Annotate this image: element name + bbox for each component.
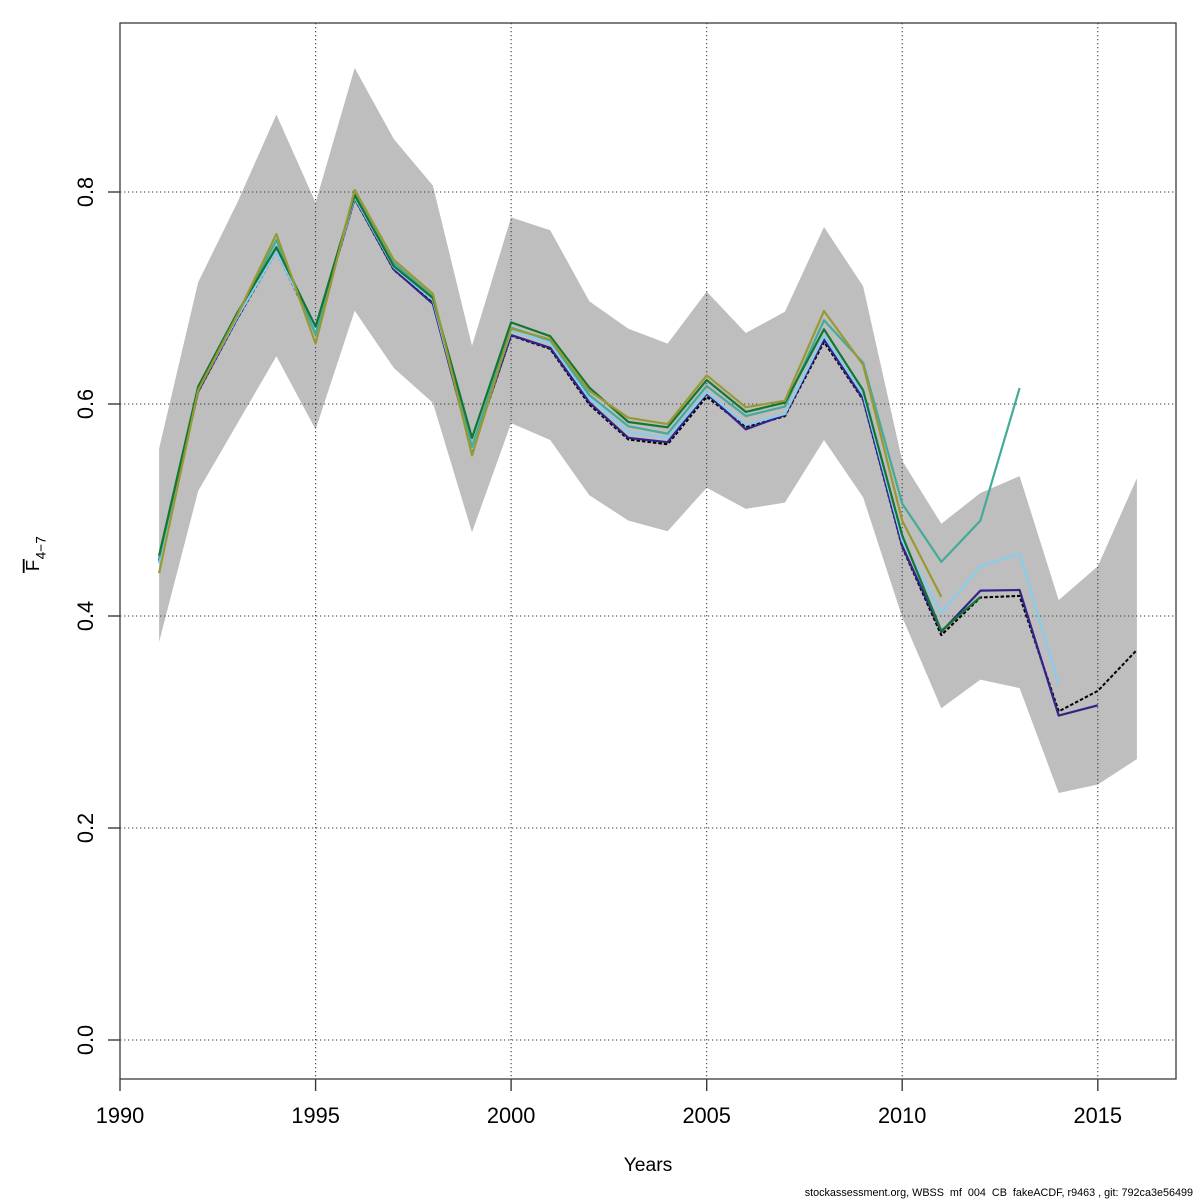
svg-text:2010: 2010 [878, 1103, 927, 1128]
svg-text:2000: 2000 [487, 1103, 536, 1128]
svg-text:0.8: 0.8 [73, 177, 98, 207]
svg-text:F: F [22, 560, 43, 571]
svg-text:2015: 2015 [1074, 1103, 1123, 1128]
svg-text:0.6: 0.6 [73, 389, 98, 419]
svg-text:0.4: 0.4 [73, 601, 98, 631]
svg-text:0.2: 0.2 [73, 813, 98, 843]
svg-text:2005: 2005 [682, 1103, 731, 1128]
svg-text:stockassessment.org, WBSS mf: stockassessment.org, WBSS mf 004 CB fake… [805, 1187, 1193, 1199]
svg-text:0.0: 0.0 [73, 1025, 98, 1055]
svg-text:Years: Years [624, 1155, 673, 1176]
svg-text:1995: 1995 [291, 1103, 340, 1128]
svg-text:1990: 1990 [96, 1103, 145, 1128]
svg-text:4−7: 4−7 [33, 536, 48, 559]
